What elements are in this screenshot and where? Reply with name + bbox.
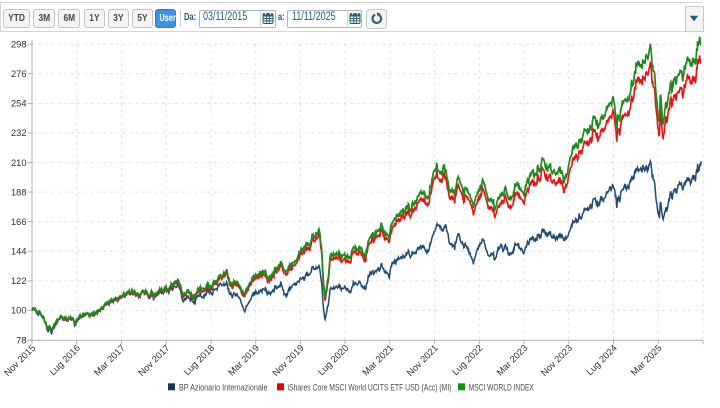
svg-text:MSCI WORLD INDEX: MSCI WORLD INDEX — [469, 382, 534, 392]
svg-text:298: 298 — [11, 39, 27, 49]
svg-text:Mar 2019: Mar 2019 — [226, 343, 261, 378]
svg-text:276: 276 — [11, 69, 27, 79]
svg-text:Lug 2020: Lug 2020 — [316, 343, 350, 377]
svg-text:BP Azionario Internazionale: BP Azionario Internazionale — [179, 382, 268, 392]
svg-text:Lug 2022: Lug 2022 — [450, 343, 484, 377]
svg-text:78: 78 — [16, 335, 26, 345]
svg-text:Nov 2015: Nov 2015 — [2, 343, 37, 378]
svg-text:Nov 2023: Nov 2023 — [539, 343, 574, 378]
svg-text:iShares Core MSCI World UCITS: iShares Core MSCI World UCITS ETF USD (A… — [288, 382, 452, 392]
svg-text:Lug 2018: Lug 2018 — [182, 343, 216, 377]
svg-text:Nov 2017: Nov 2017 — [136, 343, 171, 378]
svg-text:Lug 2024: Lug 2024 — [584, 343, 618, 377]
svg-text:Mar 2021: Mar 2021 — [360, 343, 395, 378]
svg-text:254: 254 — [11, 99, 27, 109]
svg-text:144: 144 — [11, 247, 27, 257]
svg-text:Nov 2021: Nov 2021 — [405, 343, 440, 378]
svg-text:Mar 2017: Mar 2017 — [92, 343, 127, 378]
svg-text:122: 122 — [11, 276, 27, 286]
svg-text:Mar 2023: Mar 2023 — [495, 343, 530, 378]
svg-text:210: 210 — [11, 158, 27, 168]
svg-text:166: 166 — [11, 217, 27, 227]
svg-text:Lug 2016: Lug 2016 — [48, 343, 82, 377]
svg-text:Mar 2025: Mar 2025 — [629, 343, 664, 378]
svg-text:Nov 2019: Nov 2019 — [271, 343, 306, 378]
svg-text:232: 232 — [11, 128, 27, 138]
svg-text:188: 188 — [11, 187, 27, 197]
svg-text:100: 100 — [11, 306, 27, 316]
